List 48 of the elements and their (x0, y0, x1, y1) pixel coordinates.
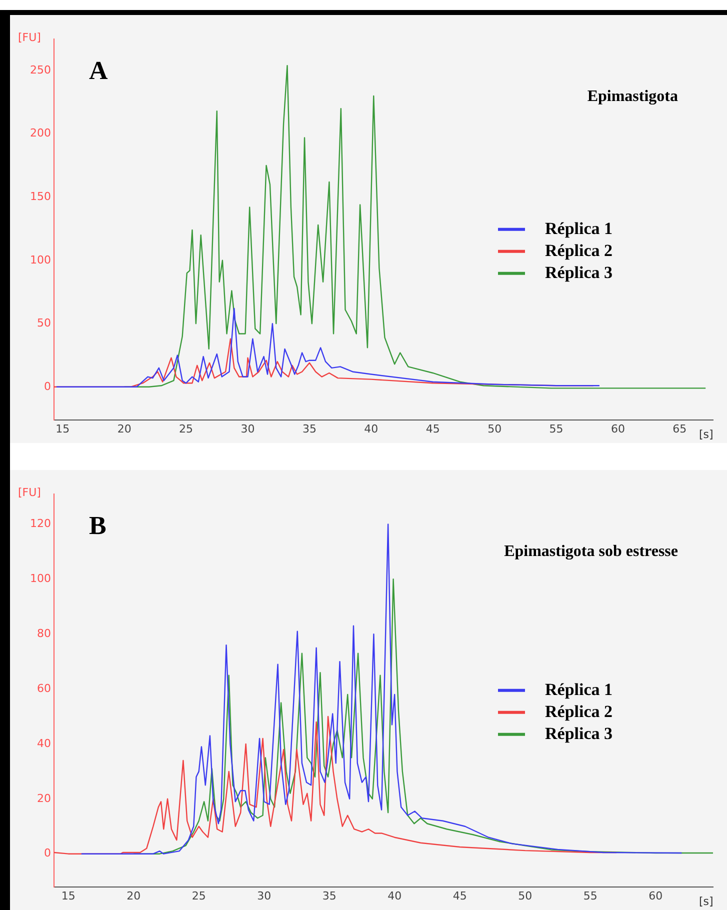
y-tick-label: 0 (44, 846, 51, 860)
y-tick-label: 100 (30, 253, 51, 266)
legend-label: Réplica 1 (545, 218, 613, 238)
x-tick-label: 55 (549, 422, 564, 436)
y-tick-label: 250 (30, 63, 51, 76)
y-tick-label: 100 (30, 572, 51, 586)
x-tick-label: 45 (426, 422, 440, 436)
x-axis-title: [s] (699, 894, 714, 908)
x-tick-label: 60 (648, 889, 663, 902)
y-tick-label: 40 (37, 736, 51, 750)
text: Epimastigota (587, 88, 678, 105)
text: A (89, 56, 108, 85)
legend-label: Réplica 1 (545, 680, 613, 699)
y-tick-label: 200 (30, 126, 51, 140)
x-axis-title: [s] (699, 428, 714, 441)
x-tick-label: 25 (192, 889, 206, 902)
x-tick-label: 15 (61, 889, 76, 902)
legend-label: Réplica 2 (545, 240, 613, 260)
legend-label: Réplica 3 (545, 724, 613, 743)
y-tick-label: 20 (37, 792, 51, 805)
text: B (89, 511, 106, 540)
text: Epimastigota sob estresse (504, 543, 678, 560)
x-tick-label: 40 (388, 889, 402, 902)
legend-label: Réplica 2 (545, 702, 613, 721)
x-tick-label: 65 (672, 422, 687, 436)
x-tick-label: 35 (302, 422, 316, 436)
y-tick-label: 150 (30, 190, 51, 203)
x-tick-label: 20 (126, 889, 141, 902)
y-tick-label: 120 (30, 517, 51, 530)
x-tick-label: 30 (240, 422, 255, 436)
x-tick-label: 35 (322, 889, 336, 902)
x-tick-label: 30 (257, 889, 272, 902)
y-tick-label: 80 (37, 626, 51, 640)
x-tick-label: 15 (56, 422, 70, 436)
legend-label: Réplica 3 (545, 262, 613, 282)
y-tick-label: 0 (44, 380, 51, 393)
x-tick-label: 40 (364, 422, 378, 436)
x-tick-label: 45 (452, 889, 467, 902)
x-tick-label: 50 (488, 422, 502, 436)
x-tick-label: 25 (179, 422, 194, 436)
y-axis-title: [FU] (18, 486, 41, 499)
y-axis-title: [FU] (18, 31, 41, 44)
x-tick-label: 50 (518, 889, 532, 902)
x-tick-label: 60 (610, 422, 625, 436)
y-tick-label: 60 (37, 682, 51, 695)
y-tick-label: 50 (37, 316, 51, 330)
x-tick-label: 20 (117, 422, 132, 436)
x-tick-label: 55 (583, 889, 598, 902)
